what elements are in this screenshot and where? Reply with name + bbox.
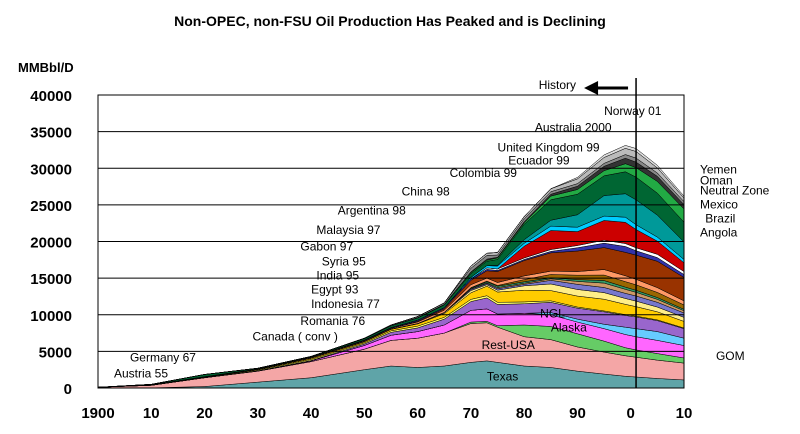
y-tick-label: 30000 [30, 161, 72, 178]
annotation-colombia-99: Colombia 99 [450, 166, 518, 180]
x-tick-label: 60 [409, 405, 426, 422]
annotation-alaska: Alaska [551, 321, 587, 335]
y-axis-label: MMBbl/D [18, 60, 74, 75]
annotation-gom: GOM [716, 349, 745, 363]
annotation-texas: Texas [487, 370, 518, 384]
x-tick-label: 90 [569, 405, 586, 422]
y-tick-label: 10000 [30, 308, 72, 325]
y-tick-labels: 0 5000 10000 15000 20000 25000 30000 35000 40000 [30, 88, 72, 398]
annotation-austria-55: Austria 55 [114, 367, 168, 381]
y-tick-label: 5000 [39, 344, 72, 361]
y-tick-label: 40000 [30, 88, 72, 105]
annotation-syria-95: Syria 95 [322, 255, 366, 269]
x-tick-label: 70 [463, 405, 480, 422]
annotation-neutral-zone: Neutral Zone [700, 184, 770, 198]
annotation-ngl: NGL [540, 307, 565, 321]
history-marker: History [539, 78, 637, 388]
annotation-yemen: Yemen [700, 162, 737, 176]
annotation-rest-usa: Rest-USA [482, 338, 535, 352]
annotation-angola: Angola [700, 225, 738, 239]
annotation-brazil: Brazil [705, 211, 735, 225]
annotation-indonesia-77: Indonesia 77 [311, 297, 380, 311]
y-tick-label: 35000 [30, 125, 72, 142]
x-tick-label: 0 [627, 405, 635, 422]
annotation-germany-67: Germany 67 [130, 351, 196, 365]
y-tick-label: 15000 [30, 271, 72, 288]
annotation-malaysia-97: Malaysia 97 [316, 223, 380, 237]
annotation-united-kingdom-99: United Kingdom 99 [498, 140, 600, 154]
axes [97, 94, 685, 389]
annotation-china-98: China 98 [402, 184, 450, 198]
history-label: History [539, 78, 576, 92]
annotation-romania-76: Romania 76 [300, 314, 365, 328]
annotation-mexico: Mexico [700, 198, 738, 212]
plot-frame [97, 94, 685, 389]
annotation-australia-2000: Australia 2000 [535, 121, 612, 135]
x-tick-label: 1900 [81, 405, 114, 422]
x-tick-label: 10 [143, 405, 160, 422]
x-tick-label: 80 [516, 405, 533, 422]
x-tick-label: 30 [249, 405, 266, 422]
stacked-areas [97, 145, 685, 389]
x-tick-label: 50 [356, 405, 373, 422]
y-tick-label: 20000 [30, 235, 72, 252]
y-tick-label: 25000 [30, 198, 72, 215]
x-tick-label: 10 [676, 405, 693, 422]
y-tick-label: 0 [64, 381, 72, 398]
annotation-oman: Oman [700, 173, 733, 187]
annotation-canada-conv: Canada ( conv ) [252, 329, 337, 343]
chart-title: Non-OPEC, non-FSU Oil Production Has Pea… [174, 13, 606, 29]
x-tick-labels: 1900 10 20 30 40 50 60 70 80 90 0 10 [81, 405, 692, 422]
x-tick-label: 20 [196, 405, 213, 422]
annotation-norway-01: Norway 01 [604, 104, 662, 118]
annotation-egypt-93: Egypt 93 [311, 283, 359, 297]
x-tick-label: 40 [303, 405, 320, 422]
history-arrow-head [584, 81, 599, 95]
annotation-gabon-97: Gabon 97 [300, 239, 353, 253]
annotation-argentina-98: Argentina 98 [338, 203, 406, 217]
annotation-india-95: India 95 [316, 269, 359, 283]
annotation-ecuador-99: Ecuador 99 [508, 154, 570, 168]
